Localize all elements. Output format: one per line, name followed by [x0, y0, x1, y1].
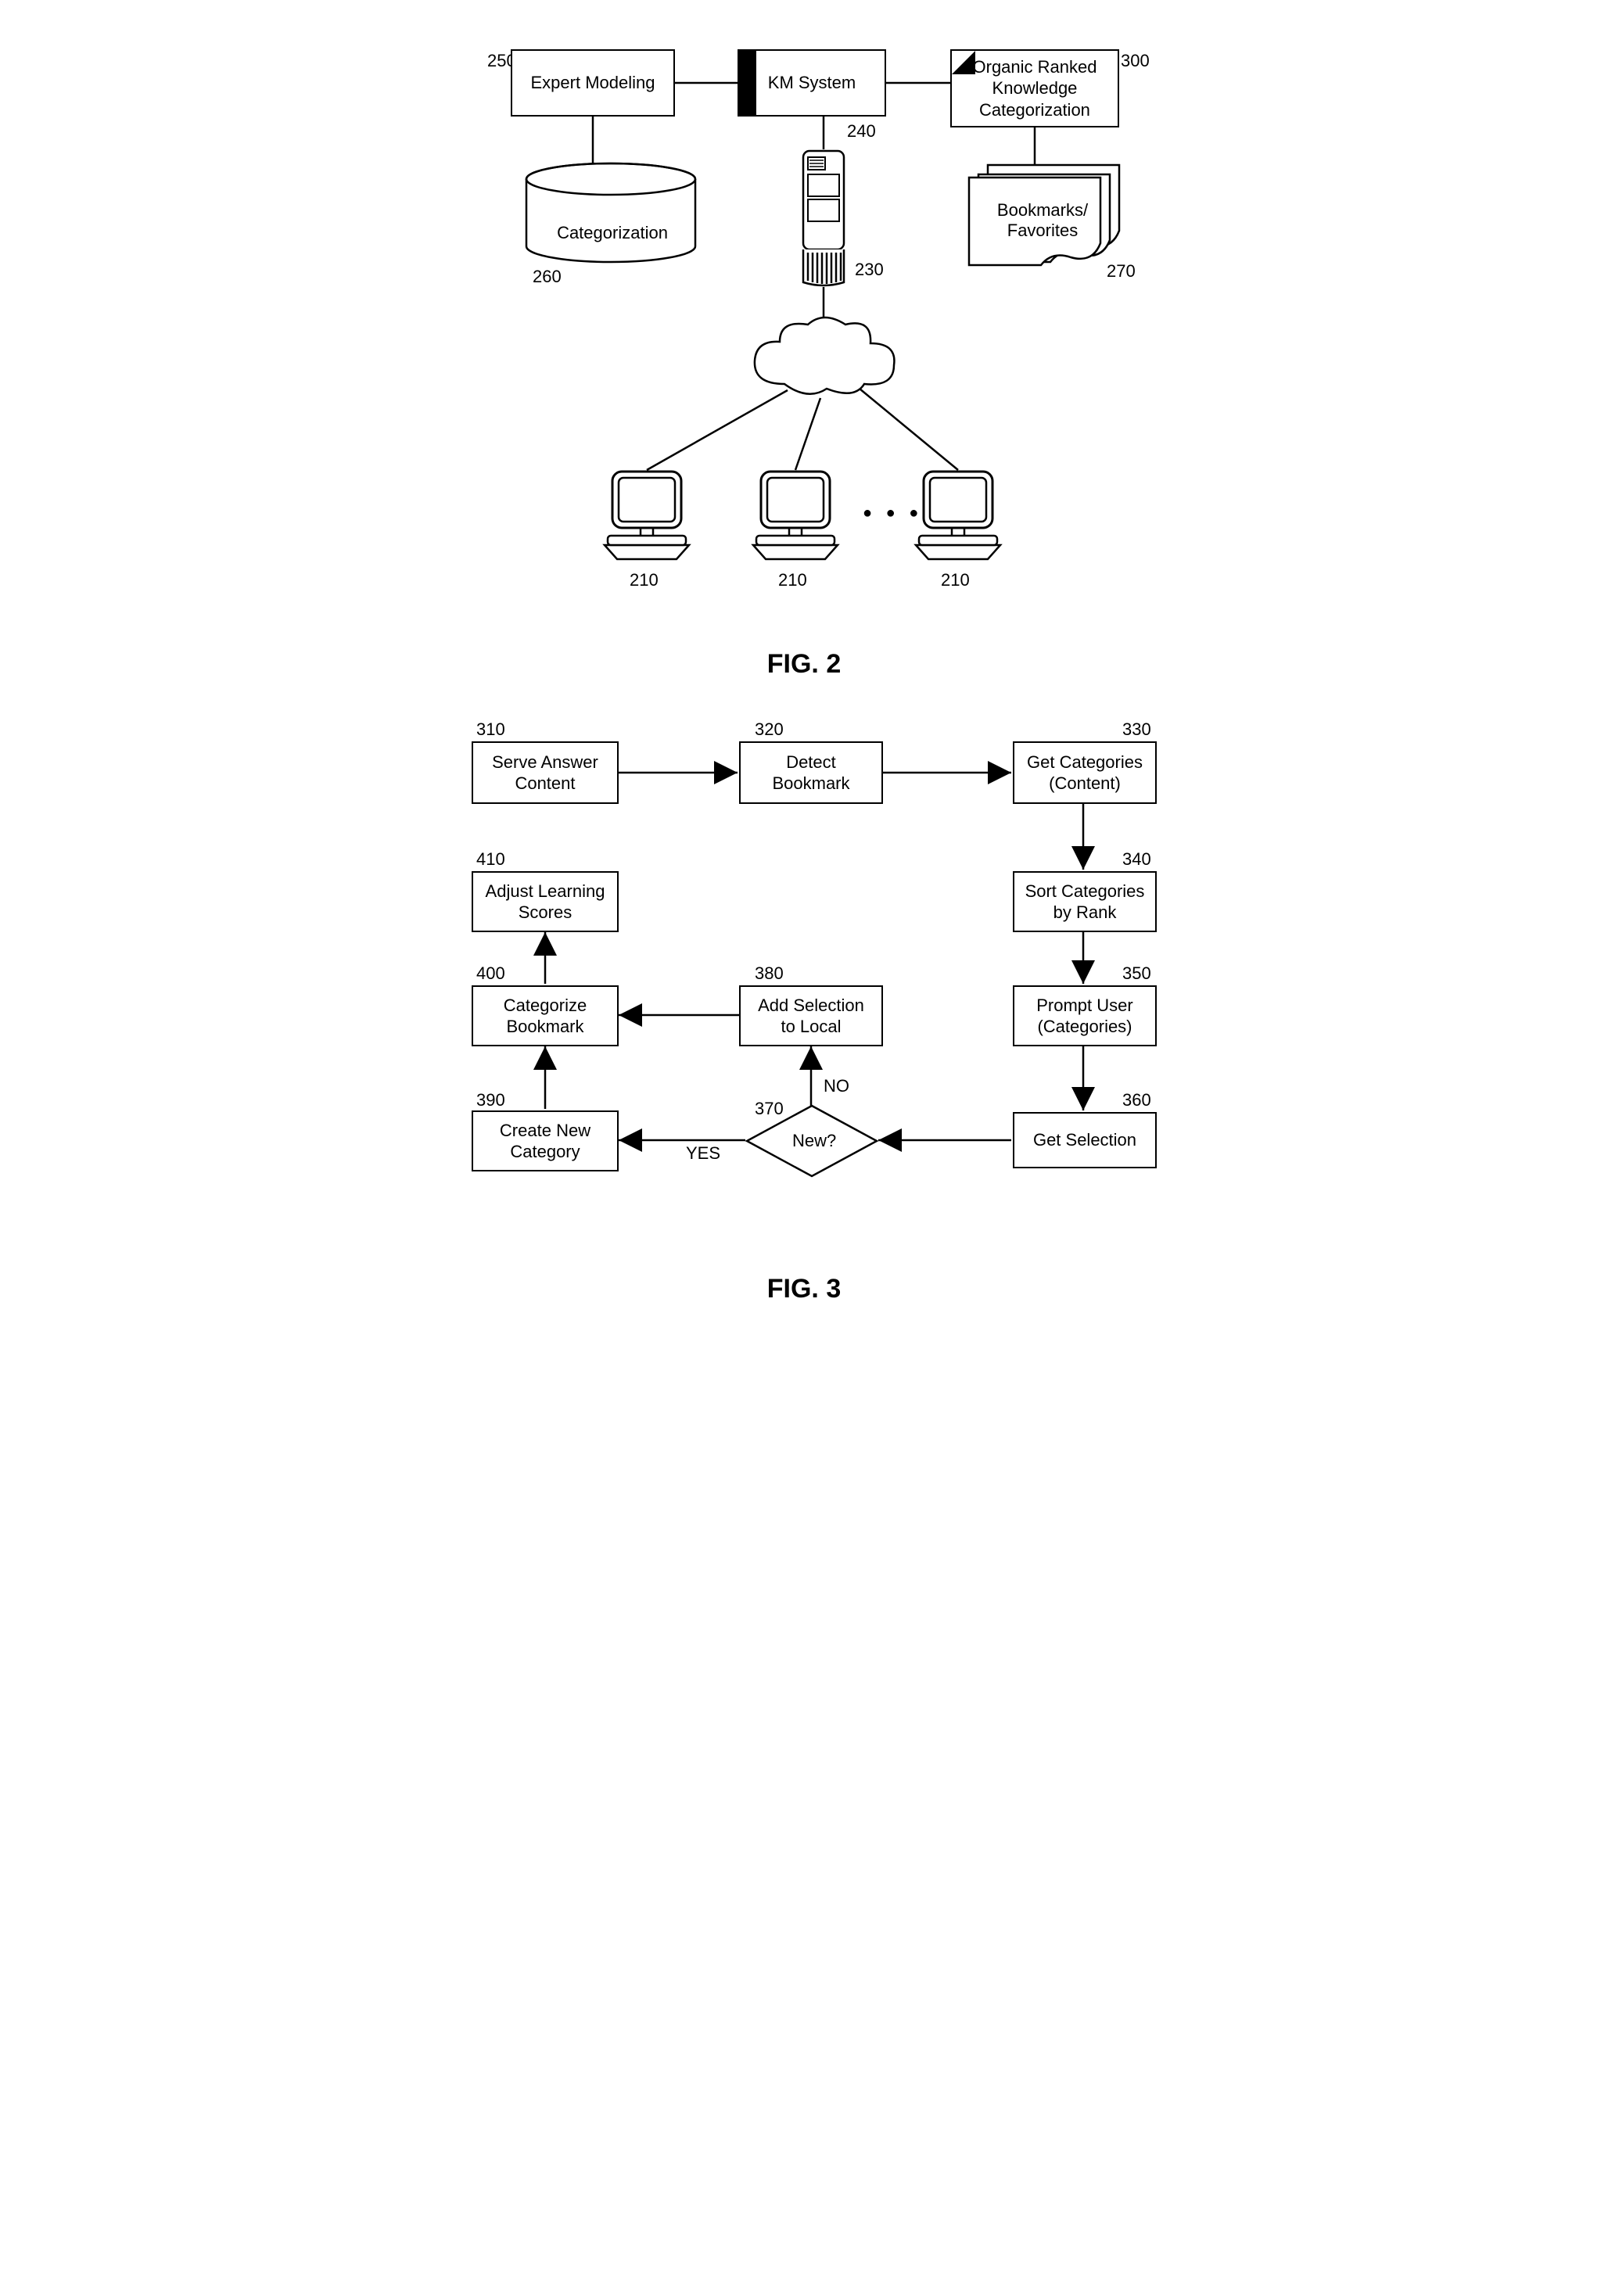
figure-3: 310 Serve Answer Content 320 Detect Book… [402, 703, 1206, 1266]
box-310: Serve Answer Content [472, 741, 619, 804]
ref-360: 360 [1122, 1090, 1151, 1110]
ref-350: 350 [1122, 963, 1151, 984]
figure-2: 250 240 300 260 270 230 220 210 210 210 … [402, 31, 1206, 641]
box-380: Add Selection to Local [739, 985, 883, 1046]
box-340: Sort Categories by Rank [1013, 871, 1157, 932]
diamond-370-text: New? [792, 1131, 836, 1151]
ref-330: 330 [1122, 719, 1151, 740]
fig2-connectors [403, 32, 1207, 642]
box-330: Get Categories (Content) [1013, 741, 1157, 804]
ref-320: 320 [755, 719, 784, 740]
ref-410: 410 [476, 849, 505, 870]
ref-310: 310 [476, 719, 505, 740]
fig2-title: FIG. 2 [402, 649, 1206, 680]
ref-340: 340 [1122, 849, 1151, 870]
label-no: NO [824, 1076, 849, 1096]
ref-390: 390 [476, 1090, 505, 1110]
box-320: Detect Bookmark [739, 741, 883, 804]
box-390: Create New Category [472, 1110, 619, 1171]
box-400: Categorize Bookmark [472, 985, 619, 1046]
ref-400: 400 [476, 963, 505, 984]
ref-380: 380 [755, 963, 784, 984]
label-yes: YES [686, 1143, 720, 1164]
box-410: Adjust Learning Scores [472, 871, 619, 932]
box-360: Get Selection [1013, 1112, 1157, 1168]
box-350: Prompt User (Categories) [1013, 985, 1157, 1046]
page: 250 240 300 260 270 230 220 210 210 210 … [402, 31, 1206, 1304]
fig3-title: FIG. 3 [402, 1274, 1206, 1304]
